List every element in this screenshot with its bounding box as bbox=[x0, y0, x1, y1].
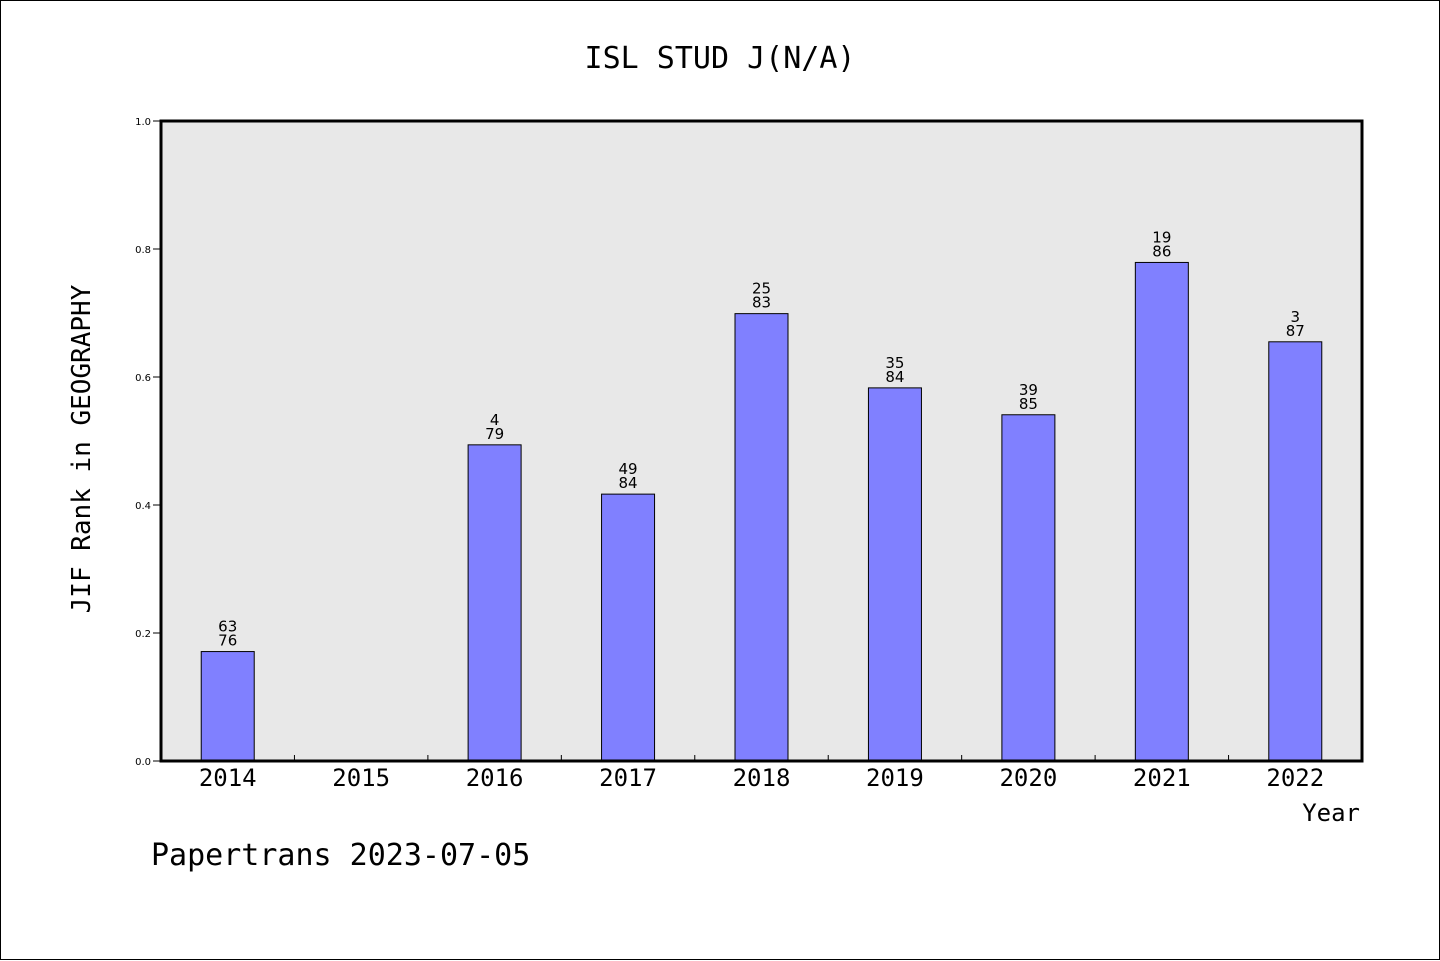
bar-rank-label: 39 bbox=[1019, 381, 1038, 399]
bar-rank-label: 25 bbox=[752, 280, 771, 298]
x-tick-label: 2019 bbox=[866, 764, 924, 792]
bar-rank-label: 35 bbox=[885, 354, 904, 372]
bar-2017 bbox=[601, 493, 656, 762]
plot-border bbox=[159, 119, 1364, 763]
x-tick-label: 2014 bbox=[199, 764, 257, 792]
x-tick-label: 2022 bbox=[1266, 764, 1324, 792]
bar-2022 bbox=[1268, 341, 1323, 762]
y-tick-label: 0.0 bbox=[135, 757, 151, 768]
bar-total-label: 86 bbox=[1152, 242, 1171, 260]
x-tick-label: 2021 bbox=[1133, 764, 1191, 792]
bar-total-label: 84 bbox=[885, 368, 904, 386]
bar-total-label: 76 bbox=[218, 632, 237, 650]
x-tick-label: 2016 bbox=[466, 764, 524, 792]
footer-text: Papertrans 2023-07-05 bbox=[151, 838, 530, 873]
y-tick-label: 0.8 bbox=[135, 245, 151, 256]
bar-rank-label: 3 bbox=[1291, 308, 1301, 326]
x-axis-label: Year bbox=[1302, 799, 1360, 827]
y-tick-label: 0.2 bbox=[135, 629, 151, 640]
bar-total-label: 87 bbox=[1286, 322, 1305, 340]
y-tick-label: 0.4 bbox=[135, 501, 151, 512]
bar-total-label: 79 bbox=[485, 425, 504, 443]
bar-rank-label: 63 bbox=[218, 618, 237, 636]
bar-2020 bbox=[1001, 414, 1056, 762]
y-tick-label: 1.0 bbox=[135, 117, 151, 128]
bars-group bbox=[200, 261, 1323, 762]
bar-total-label: 84 bbox=[619, 474, 638, 492]
y-ticks-group: 0.0 0.2 0.4 0.6 0.8 1.0 bbox=[135, 117, 161, 768]
y-axis-label: JIF Rank in GEOGRAPHY bbox=[67, 284, 97, 613]
x-tick-label: 2020 bbox=[999, 764, 1057, 792]
x-tick-label: 2018 bbox=[733, 764, 791, 792]
x-tick-label: 2017 bbox=[599, 764, 657, 792]
x-ticks-group: 2014 2015 2016 2017 2018 2019 2020 2021 2022 bbox=[199, 755, 1324, 792]
bar-total-label: 85 bbox=[1019, 395, 1038, 413]
bar-rank-label: 4 bbox=[490, 411, 500, 429]
x-tick-label: 2015 bbox=[332, 764, 390, 792]
chart-title: ISL STUD J(N/A) bbox=[585, 41, 856, 76]
y-tick-label: 0.6 bbox=[135, 373, 151, 384]
bar-2021 bbox=[1134, 261, 1189, 762]
bar-2016 bbox=[467, 444, 522, 762]
bar-total-label: 83 bbox=[752, 294, 771, 312]
bar-2019 bbox=[867, 387, 922, 762]
bar-2018 bbox=[734, 313, 789, 762]
bar-rank-label: 19 bbox=[1152, 228, 1171, 246]
bar-rank-label: 49 bbox=[619, 460, 638, 478]
bar-2014 bbox=[200, 651, 255, 762]
